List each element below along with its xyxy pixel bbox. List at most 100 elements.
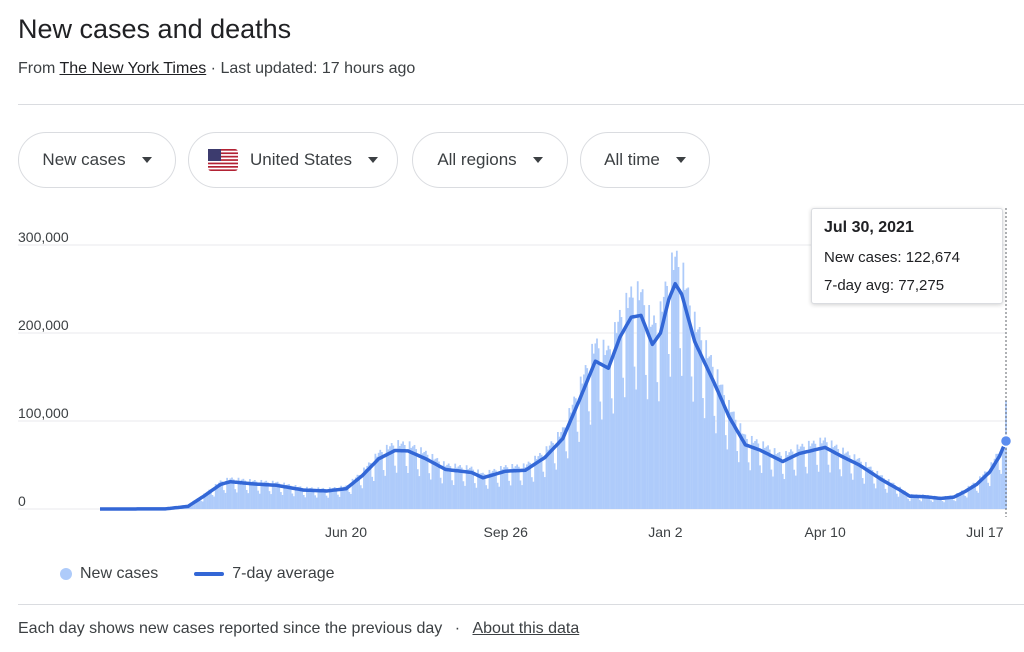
- new-cases-bar: [434, 458, 437, 509]
- new-cases-bar: [905, 492, 908, 509]
- new-cases-bar: [410, 447, 413, 509]
- new-cases-bar: [353, 480, 356, 509]
- new-cases-bar: [428, 473, 431, 509]
- new-cases-bar: [988, 486, 991, 509]
- new-cases-bar: [980, 477, 983, 509]
- new-cases-bar: [250, 481, 253, 509]
- new-cases-bar: [446, 464, 448, 509]
- new-cases-bar: [258, 493, 261, 509]
- new-cases-bar: [610, 398, 613, 509]
- new-cases-bar: [791, 451, 794, 509]
- new-cases-bar: [770, 469, 773, 509]
- new-cases-bar: [796, 444, 799, 509]
- new-cases-bar: [967, 485, 970, 509]
- new-cases-bar: [970, 484, 973, 509]
- new-cases-bar: [979, 476, 981, 509]
- new-cases-bar: [682, 262, 685, 509]
- x-tick-label: Sep 26: [484, 524, 529, 540]
- new-cases-bar: [508, 480, 510, 509]
- new-cases-bar: [985, 471, 988, 509]
- time-range-dropdown[interactable]: All time: [580, 132, 710, 188]
- metric-dropdown[interactable]: New cases: [18, 132, 176, 188]
- new-cases-bar: [293, 496, 295, 509]
- cases-chart[interactable]: 0 100,000 200,000 300,000 Jun 20 Sep 26 Jan 2 A…: [0, 200, 1024, 560]
- about-this-data-link[interactable]: About this data: [472, 620, 580, 637]
- new-cases-bar: [708, 356, 711, 509]
- new-cases-bar: [783, 479, 786, 509]
- new-cases-bar: [513, 467, 515, 509]
- new-cases-bar: [322, 487, 325, 509]
- new-cases-bar: [433, 459, 435, 509]
- new-cases-bar: [495, 470, 497, 509]
- new-cases-bar: [516, 464, 519, 509]
- new-cases-bar: [361, 488, 364, 509]
- new-cases-bar: [229, 478, 232, 509]
- region-dropdown[interactable]: All regions: [412, 132, 568, 188]
- new-cases-bar: [377, 452, 380, 509]
- new-cases-bar: [385, 444, 388, 509]
- new-cases-bar: [317, 487, 320, 509]
- y-tick-label: 300,000: [18, 229, 69, 245]
- country-dropdown[interactable]: United States: [188, 132, 398, 188]
- new-cases-bar: [847, 451, 849, 509]
- new-cases-bar: [478, 473, 481, 509]
- new-cases-bar: [765, 446, 768, 509]
- hover-tooltip: Jul 30, 2021 New cases: 122,674 7-day av…: [811, 208, 1003, 304]
- new-cases-bar: [695, 332, 698, 509]
- new-cases-bar: [930, 500, 932, 509]
- new-cases-bar: [568, 408, 571, 509]
- new-cases-bar: [962, 490, 965, 509]
- new-cases-bar: [711, 366, 714, 509]
- new-cases-bar: [928, 496, 931, 509]
- new-cases-bar: [312, 488, 315, 509]
- new-cases-bar: [286, 484, 289, 509]
- new-cases-bar: [752, 442, 755, 509]
- new-cases-bar: [926, 495, 929, 509]
- new-cases-bar: [781, 473, 784, 509]
- new-cases-bar: [702, 398, 704, 509]
- new-cases-bar: [1005, 401, 1007, 509]
- new-cases-bar: [804, 466, 807, 509]
- new-cases-bar: [457, 466, 460, 509]
- new-cases-bar: [309, 488, 312, 509]
- new-cases-bar: [307, 488, 310, 509]
- new-cases-bar: [206, 491, 209, 509]
- new-cases-bar: [332, 487, 334, 509]
- new-cases-bar: [966, 497, 968, 509]
- new-cases-bar: [716, 369, 719, 509]
- new-cases-bar: [993, 458, 996, 509]
- new-cases-bar: [498, 486, 501, 509]
- new-cases-bar: [532, 481, 535, 509]
- new-cases-bar: [793, 469, 796, 509]
- new-cases-bar: [367, 462, 370, 509]
- new-cases-bar: [395, 472, 398, 509]
- new-cases-bar: [882, 478, 885, 509]
- source-link[interactable]: The New York Times: [59, 60, 207, 77]
- new-cases-bar: [861, 478, 864, 509]
- new-cases-bar: [822, 440, 825, 509]
- new-cases-bar: [700, 340, 703, 509]
- new-cases-bar: [323, 489, 326, 509]
- new-cases-bar: [957, 493, 960, 509]
- new-cases-bar: [271, 480, 274, 509]
- new-cases-bar: [483, 474, 486, 509]
- new-cases-bar: [827, 464, 830, 509]
- new-cases-bar: [631, 297, 634, 509]
- new-cases-bar: [1001, 437, 1004, 509]
- new-cases-bar: [794, 475, 797, 509]
- new-cases-bar: [190, 506, 193, 509]
- new-cases-bar: [449, 466, 452, 509]
- new-cases-bar: [772, 476, 774, 509]
- new-cases-bar: [750, 435, 753, 509]
- new-cases-bar: [239, 480, 242, 509]
- new-cases-bar: [244, 480, 246, 509]
- new-cases-bar: [335, 487, 338, 509]
- new-cases-bar: [620, 317, 623, 509]
- new-cases-bar: [270, 494, 272, 509]
- new-cases-bar: [825, 442, 828, 509]
- new-cases-bar: [374, 453, 377, 509]
- new-cases-bar: [949, 495, 952, 509]
- new-cases-bar: [350, 493, 352, 509]
- new-cases-bar: [511, 464, 514, 509]
- new-cases-bar: [333, 487, 336, 509]
